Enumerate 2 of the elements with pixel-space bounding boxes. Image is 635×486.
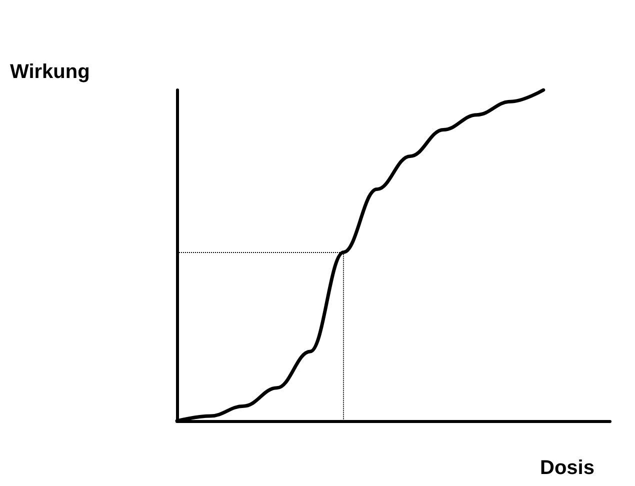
y-axis-title: Wirkung — [10, 61, 90, 83]
x-axis-title: Dosis — [540, 457, 594, 479]
